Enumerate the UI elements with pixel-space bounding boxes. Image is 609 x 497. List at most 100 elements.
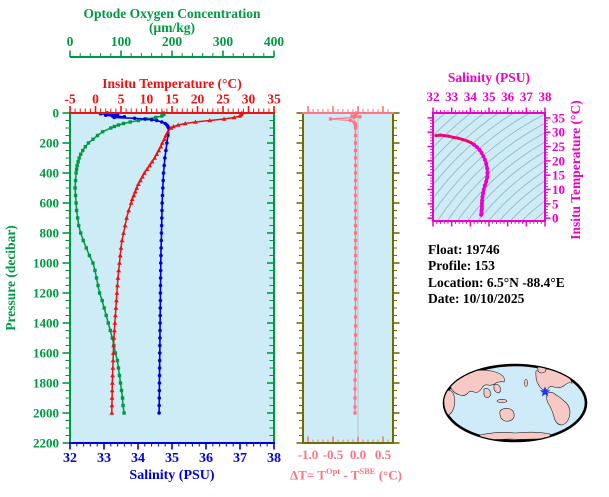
float-location-star [539, 386, 551, 397]
salinity-profile-marker [157, 381, 162, 385]
oxygen-profile-marker [93, 268, 97, 273]
info-profile-line: Profile: 153 [428, 258, 495, 274]
tick-label: 1200 [33, 286, 59, 301]
delta-t-profile-marker [348, 118, 353, 123]
temperature-profile-marker [134, 185, 140, 190]
delta-t-profile-marker [350, 114, 354, 118]
tick-label: 37 [520, 89, 534, 104]
salinity-profile-marker [161, 186, 165, 190]
salinity-profile-marker [158, 343, 162, 348]
delta-t-profile-marker [353, 148, 358, 153]
oxygen-profile-marker [75, 163, 79, 168]
delta-t-profile-marker [353, 156, 358, 160]
tick-label: 30 [552, 125, 565, 140]
salinity-profile-marker [162, 163, 166, 168]
delta-t-profile-marker [353, 333, 358, 337]
tick-label: -0.5 [323, 447, 344, 462]
oxygen-profile-marker [128, 120, 132, 124]
oxygen-axis-title: Optode Oxygen Concentration (μm/kg) [83, 6, 261, 35]
delta-t-profile-marker [353, 324, 358, 328]
delta-t-profile-marker [353, 405, 357, 409]
ts-curve [434, 133, 490, 217]
main-plot-series [73, 110, 245, 415]
oxygen-profile-marker [108, 328, 112, 333]
ts-curve-marker [480, 194, 485, 199]
salinity-profile-marker [161, 178, 165, 183]
tick-label: 35 [165, 451, 179, 466]
delta-t-plot-frame [302, 112, 394, 444]
ts-curve-marker [479, 212, 484, 217]
delta-t-title-sup1: Opt [325, 466, 341, 476]
tick-label: 0 [92, 92, 99, 107]
delta-t-profile-marker [353, 351, 358, 355]
oxygen-profile-marker [118, 381, 123, 385]
delta-t-profile-marker [358, 115, 362, 119]
ts-curve-marker [474, 145, 479, 150]
tick-label: 25 [552, 139, 566, 154]
ts-curve-marker [485, 166, 490, 171]
salinity-profile-marker [159, 238, 164, 243]
ts-curve-marker [439, 133, 442, 137]
tick-label: 36 [501, 89, 515, 104]
salinity-profile-marker [157, 351, 162, 355]
delta-t-profile-marker [353, 238, 358, 243]
ts-curve-marker [452, 135, 455, 139]
oxygen-profile-marker [136, 118, 141, 123]
oxygen-profile-marker [100, 298, 104, 303]
oxygen-profile-marker [74, 171, 78, 175]
temperature-profile-marker [112, 320, 118, 325]
float-info-block: Float: 19746 Profile: 153 Location: 6.5°… [428, 242, 565, 308]
temperature-profile-marker [116, 268, 122, 273]
temperature-profile-marker [152, 155, 158, 160]
salinity-profile-marker [159, 246, 163, 250]
salinity-profile-marker [163, 156, 167, 160]
delta-t-profile-marker [353, 342, 358, 346]
delta-t-profile-marker [353, 297, 358, 301]
temperature-profile-marker [110, 350, 116, 355]
delta-t-profile-marker [353, 279, 358, 283]
temperature-profile-marker [122, 223, 128, 228]
delta-t-profile-marker [328, 117, 333, 121]
temperature-profile-marker [113, 305, 119, 310]
temperature-profile-marker [109, 380, 115, 385]
salinity-profile-marker [157, 388, 162, 393]
salinity-profile-marker [160, 120, 164, 124]
temperature-profile-marker [131, 193, 137, 198]
tick-label: -5 [64, 92, 75, 107]
tick-label: 400 [264, 34, 285, 49]
ts-salinity-axis-title: Salinity (PSU) [448, 70, 530, 85]
tick-label: 0.5 [375, 447, 392, 462]
oxygen-profile-marker [77, 156, 81, 160]
tick-label: 35 [267, 92, 281, 107]
temperature-profile-marker [126, 208, 132, 213]
salinity-profile-marker [157, 403, 161, 408]
oxygen-profile-marker [73, 193, 78, 198]
tick-label: 33 [97, 451, 111, 466]
tick-label: 15 [552, 168, 566, 183]
salinity-profile-marker [132, 116, 137, 121]
delta-t-profile-marker [353, 231, 358, 235]
ts-curve-marker [466, 139, 469, 143]
temperature-profile-marker [110, 365, 116, 370]
tick-label: 36 [199, 451, 213, 466]
salinity-profile-marker [149, 117, 154, 122]
oxygen-profile-marker [84, 246, 89, 250]
oxygen-profile-marker [75, 216, 80, 220]
temperature-profile-marker [115, 275, 121, 280]
oxygen-profile-marker [91, 261, 95, 265]
oxygen-profile-marker [74, 167, 79, 171]
tick-label: 5 [118, 92, 125, 107]
salinity-profile-marker [159, 253, 163, 258]
oxygen-profile-marker [119, 388, 124, 393]
temperature-profile-marker [193, 119, 198, 124]
delta-t-title-pre: ΔT= T [290, 467, 326, 483]
salinity-profile-marker [158, 283, 163, 288]
tick-label: 600 [40, 196, 60, 211]
oxygen-profile-marker [100, 130, 105, 134]
delta-t-profile-marker [353, 411, 357, 415]
salinity-profile-marker [160, 201, 164, 205]
oxygen-profile-marker [79, 231, 83, 235]
temperature-profile-marker [171, 124, 176, 129]
delta-t-profile-marker [353, 163, 358, 168]
